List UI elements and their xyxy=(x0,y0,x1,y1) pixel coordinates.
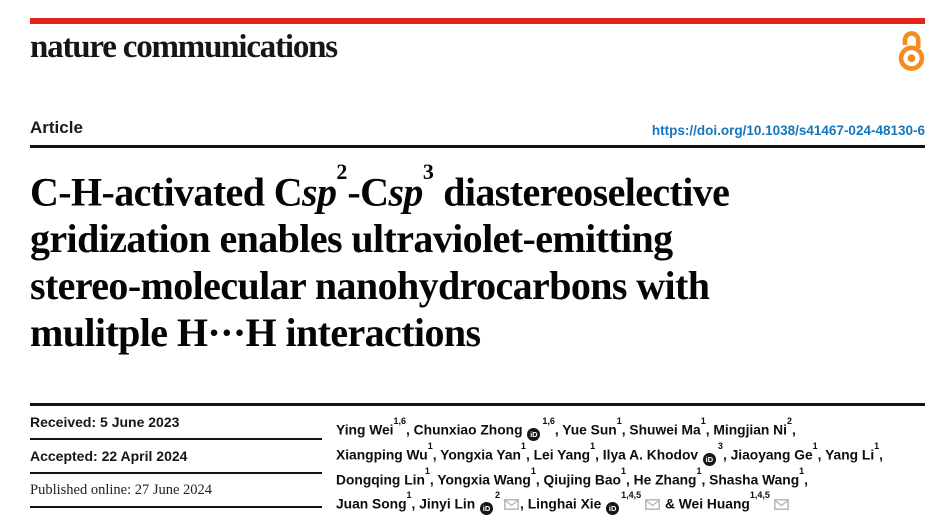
author-name: , Mingjian Ni xyxy=(705,422,787,438)
affiliation-superscript: 1 xyxy=(874,440,880,451)
doi-link[interactable]: https://doi.org/10.1038/s41467-024-48130… xyxy=(651,123,925,138)
author-list: Ying Wei1,6, Chunxiao Zhong iD1,6, Yue S… xyxy=(336,406,925,515)
affiliation-superscript: 1 xyxy=(700,416,706,427)
affiliation-superscript: 1 xyxy=(696,465,702,476)
affiliation-superscript: 1,4,5 xyxy=(621,490,642,501)
author-name: , xyxy=(791,422,796,438)
author-name: Xiangping Wu xyxy=(336,447,428,463)
affiliation-superscript: 1 xyxy=(620,465,626,476)
title-line-3: stereo-molecular nanohydrocarbons with xyxy=(30,263,710,309)
orcid-id-icon[interactable]: iD xyxy=(480,501,494,515)
title-line-2: gridization enables ultraviolet-emitting xyxy=(30,216,673,262)
author-line: Xiangping Wu1, Yongxia Yan1, Lei Yang1, … xyxy=(336,441,925,466)
article-title: C-H-activated Csp2-Csp3 diastereoselecti… xyxy=(30,158,925,356)
affiliation-superscript: 1 xyxy=(530,465,536,476)
affiliation-superscript: 1 xyxy=(427,440,433,451)
accepted-date: Accepted: 22 April 2024 xyxy=(30,440,322,475)
affiliation-superscript: 1,4,5 xyxy=(749,490,770,501)
title-line-4: mulitple H···H interactions xyxy=(30,310,481,356)
journal-header: nature communications xyxy=(30,18,925,71)
title-line-1: C-H-activated Csp2-Csp3 diastereoselecti… xyxy=(30,158,730,215)
affiliation-superscript: 2 xyxy=(495,490,501,501)
published-date: Published online: 27 June 2024 xyxy=(30,474,322,509)
author-name: , Ilya A. Khodov xyxy=(595,447,702,463)
author-name: & Wei Huang xyxy=(661,496,750,512)
orcid-id-icon[interactable]: iD xyxy=(606,501,620,515)
author-name: , Shuwei Ma xyxy=(621,422,701,438)
affiliation-superscript: 1 xyxy=(616,416,622,427)
page: nature communications Article https://do… xyxy=(0,18,950,515)
affiliation-superscript: 1 xyxy=(812,440,818,451)
sup-3: 3 xyxy=(422,158,434,184)
affiliation-superscript: 1 xyxy=(406,490,412,501)
author-name: , Shasha Wang xyxy=(701,472,800,488)
envelope-icon[interactable] xyxy=(645,496,661,516)
orcid-id-icon[interactable]: iD xyxy=(702,452,716,466)
author-name: , Yang Li xyxy=(817,447,875,463)
envelope-icon[interactable] xyxy=(504,496,519,516)
article-history: Received: 5 June 2023 Accepted: 22 April… xyxy=(30,406,322,509)
affiliation-superscript: 1 xyxy=(590,440,596,451)
article-type-label: Article xyxy=(30,118,83,137)
author-line: Dongqing Lin1, Yongxia Wang1, Qiujing Ba… xyxy=(336,466,925,491)
article-meta-row: Article https://doi.org/10.1038/s41467-0… xyxy=(30,118,925,138)
brand-rule xyxy=(30,18,925,24)
affiliation-superscript: 1 xyxy=(520,440,526,451)
affiliation-superscript: 1 xyxy=(799,465,805,476)
author-name: Dongqing Lin xyxy=(336,472,425,488)
author-name: , Yongxia Yan xyxy=(432,447,521,463)
author-line: Juan Song1, Jinyi Lin iD2, Linghai Xie i… xyxy=(336,490,925,515)
italic-sp: sp xyxy=(388,169,423,215)
author-name: , Lei Yang xyxy=(525,447,591,463)
author-name: , xyxy=(879,447,884,463)
author-line: Ying Wei1,6, Chunxiao Zhong iD1,6, Yue S… xyxy=(336,416,925,441)
affiliation-superscript: 3 xyxy=(717,440,723,451)
italic-sp: sp xyxy=(302,169,337,215)
affiliation-superscript: 1 xyxy=(424,465,430,476)
author-name: , Chunxiao Zhong xyxy=(406,422,527,438)
author-name: , Yue Sun xyxy=(554,422,617,438)
received-date: Received: 5 June 2023 xyxy=(30,406,322,441)
author-name: Ying Wei xyxy=(336,422,394,438)
author-name: , Qiujing Bao xyxy=(535,472,621,488)
author-name: , Linghai Xie xyxy=(520,496,606,512)
affiliation-superscript: 2 xyxy=(786,416,792,427)
envelope-icon[interactable] xyxy=(773,496,789,516)
orcid-id-icon[interactable]: iD xyxy=(527,427,541,441)
open-access-icon[interactable] xyxy=(898,27,925,72)
header-rule xyxy=(30,145,925,148)
affiliation-superscript: 1,6 xyxy=(542,416,555,427)
footer: Received: 5 June 2023 Accepted: 22 April… xyxy=(30,406,925,515)
journal-logo: nature communications xyxy=(30,29,338,65)
sup-2: 2 xyxy=(336,158,348,184)
author-name: Juan Song xyxy=(336,496,407,512)
author-name: , xyxy=(804,472,808,488)
author-name: , He Zhang xyxy=(625,472,697,488)
author-name: , Yongxia Wang xyxy=(429,472,531,488)
author-name: , Jiaoyang Ge xyxy=(722,447,813,463)
author-name: , Jinyi Lin xyxy=(411,496,480,512)
footer-top-rule xyxy=(30,403,925,407)
affiliation-superscript: 1,6 xyxy=(393,416,407,427)
